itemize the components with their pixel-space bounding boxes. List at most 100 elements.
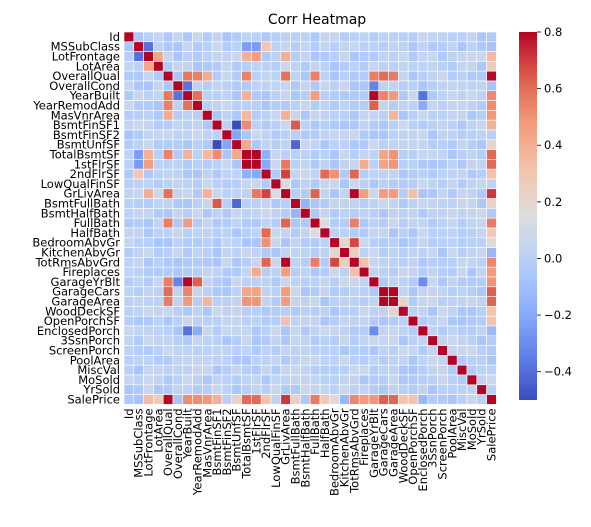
- heatmap-cell: [192, 355, 203, 366]
- heatmap-cell: [211, 345, 223, 356]
- heatmap-cell: [309, 384, 321, 395]
- heatmap-cell: [437, 237, 448, 248]
- heatmap-cell: [388, 257, 399, 268]
- heatmap-cell: [456, 315, 468, 327]
- heatmap-cell: [378, 100, 389, 111]
- heatmap-cell: [172, 159, 184, 170]
- heatmap-cell: [221, 80, 233, 92]
- heatmap-cell: [280, 247, 291, 258]
- heatmap-cell: [378, 198, 389, 209]
- heatmap-cell: [241, 335, 252, 346]
- heatmap-cell: [123, 266, 135, 278]
- heatmap-cell: [349, 315, 360, 327]
- heatmap-cell: [143, 286, 154, 297]
- heatmap-cell: [368, 159, 380, 170]
- y-tick-label: BsmtHalfBath: [41, 206, 120, 220]
- heatmap-cell: [260, 159, 272, 170]
- heatmap-cell: [231, 266, 242, 278]
- heatmap-cell: [398, 247, 409, 258]
- heatmap-cell: [368, 257, 380, 268]
- heatmap-cell: [251, 41, 262, 52]
- heatmap-cell: [211, 51, 223, 62]
- heatmap-cell: [309, 208, 321, 219]
- heatmap-cell: [290, 198, 301, 209]
- heatmap-cell: [143, 217, 154, 229]
- heatmap-cell: [358, 139, 370, 150]
- x-tick-label: YrSold: [475, 408, 489, 446]
- heatmap-cell: [339, 119, 350, 131]
- heatmap-cell: [280, 198, 291, 209]
- heatmap-cell: [221, 188, 233, 199]
- heatmap-cell: [407, 276, 419, 288]
- heatmap-cell: [486, 208, 497, 219]
- heatmap-cell: [447, 315, 458, 327]
- heatmap-cell: [251, 257, 262, 268]
- heatmap-cell: [378, 80, 389, 92]
- y-tick-label: WoodDeckSF: [45, 304, 120, 318]
- heatmap-cell: [476, 139, 487, 150]
- heatmap-cell: [329, 159, 340, 170]
- heatmap-cell: [447, 266, 458, 278]
- heatmap-cell: [339, 51, 350, 62]
- heatmap-cell: [476, 31, 487, 43]
- heatmap-cell: [251, 80, 262, 92]
- heatmap-cell: [280, 31, 291, 43]
- x-tick-label: TotRmsAbvGrd: [347, 408, 361, 494]
- heatmap-cell: [270, 51, 282, 62]
- x-tick-label: TotalBsmtSF: [240, 408, 254, 479]
- heatmap-cell: [280, 119, 291, 131]
- heatmap-cell: [407, 237, 419, 248]
- heatmap-cell: [162, 364, 174, 376]
- y-tick-label: BsmtFinSF2: [53, 128, 120, 142]
- heatmap-cell: [241, 247, 252, 258]
- heatmap-cell: [447, 31, 458, 43]
- heatmap-cell: [280, 110, 291, 121]
- heatmap-cell: [358, 178, 370, 190]
- heatmap-cell: [437, 208, 448, 219]
- heatmap-cell: [349, 364, 360, 376]
- heatmap-cell: [358, 119, 370, 131]
- heatmap-cell: [123, 188, 135, 199]
- heatmap-cell: [309, 364, 321, 376]
- heatmap-cell: [398, 178, 409, 190]
- heatmap-cell: [319, 61, 331, 72]
- heatmap-cell: [476, 90, 487, 101]
- heatmap-cell: [447, 41, 458, 52]
- heatmap-cell: [329, 188, 340, 199]
- heatmap-cell: [231, 286, 242, 297]
- heatmap-cell: [192, 188, 203, 199]
- heatmap-cell: [300, 237, 311, 248]
- heatmap-cell: [182, 247, 193, 258]
- heatmap-cell: [329, 168, 340, 180]
- heatmap-cell: [417, 374, 429, 386]
- heatmap-cell: [378, 31, 389, 43]
- heatmap-cell: [398, 306, 409, 317]
- heatmap-cell: [133, 364, 144, 376]
- heatmap-cell: [123, 119, 135, 131]
- heatmap-cell: [319, 286, 331, 297]
- heatmap-cell: [398, 266, 409, 278]
- heatmap-cell: [339, 100, 350, 111]
- heatmap-cell: [172, 217, 184, 229]
- heatmap-cell: [221, 149, 233, 160]
- heatmap-cell: [437, 286, 448, 297]
- heatmap-cell: [133, 129, 144, 141]
- heatmap-cell: [192, 217, 203, 229]
- heatmap-cell: [456, 247, 468, 258]
- heatmap-cell: [241, 217, 252, 229]
- heatmap-cell: [280, 364, 291, 376]
- heatmap-cell: [447, 149, 458, 160]
- heatmap-cell: [447, 80, 458, 92]
- heatmap-cell: [280, 276, 291, 288]
- heatmap-cell: [349, 394, 360, 405]
- heatmap-cell: [427, 90, 438, 101]
- x-tick-label: BsmtUnfSF: [230, 408, 244, 471]
- heatmap-cell: [123, 110, 135, 121]
- heatmap-cell: [162, 31, 174, 43]
- heatmap-cell: [123, 217, 135, 229]
- heatmap-cell: [319, 100, 331, 111]
- heatmap-cell: [339, 61, 350, 72]
- heatmap-cell: [349, 355, 360, 366]
- heatmap-cell: [368, 384, 380, 395]
- heatmap-cell: [202, 276, 213, 288]
